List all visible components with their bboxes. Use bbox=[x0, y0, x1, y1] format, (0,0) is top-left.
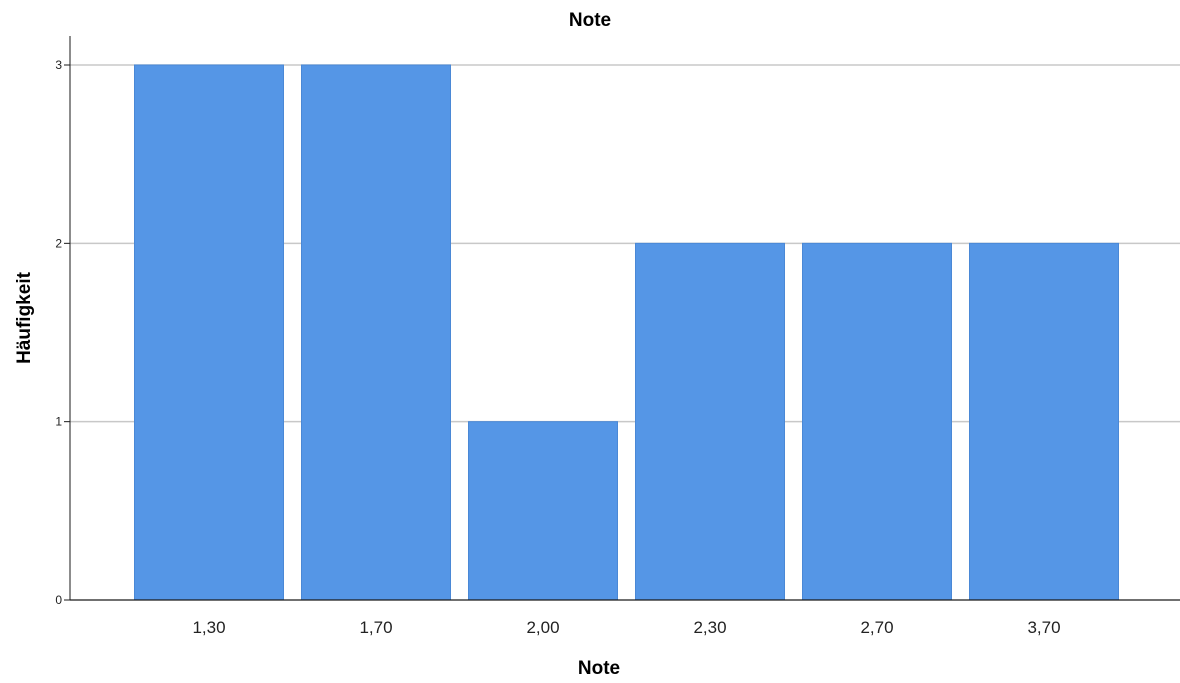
x-tick-label: 3,70 bbox=[1027, 618, 1060, 637]
y-tick-label: 2 bbox=[55, 236, 62, 250]
x-tick-labels: 1,30 1,70 2,00 2,30 2,70 3,70 bbox=[192, 618, 1060, 637]
y-tick-label: 3 bbox=[55, 58, 62, 72]
axis-layer bbox=[64, 36, 1180, 601]
y-tick-labels: 0 1 2 3 bbox=[55, 58, 62, 607]
x-tick-label: 2,70 bbox=[860, 618, 893, 637]
bar-layer bbox=[134, 64, 1119, 601]
bar-5 bbox=[802, 242, 952, 601]
x-tick-label: 2,30 bbox=[693, 618, 726, 637]
bar-2 bbox=[301, 64, 451, 601]
bar-4 bbox=[635, 242, 785, 601]
bar-1 bbox=[134, 64, 284, 601]
x-tick-label: 1,30 bbox=[192, 618, 225, 637]
y-tick-label: 1 bbox=[55, 415, 62, 429]
bar-3 bbox=[468, 421, 618, 601]
chart-title: Note bbox=[569, 10, 611, 31]
y-tick-label: 0 bbox=[55, 593, 62, 607]
bar-6 bbox=[969, 242, 1119, 601]
x-axis-label: Note bbox=[578, 658, 620, 679]
x-tick-label: 2,00 bbox=[526, 618, 559, 637]
y-axis-label: Häufigkeit bbox=[14, 271, 35, 364]
x-tick-label: 1,70 bbox=[359, 618, 392, 637]
